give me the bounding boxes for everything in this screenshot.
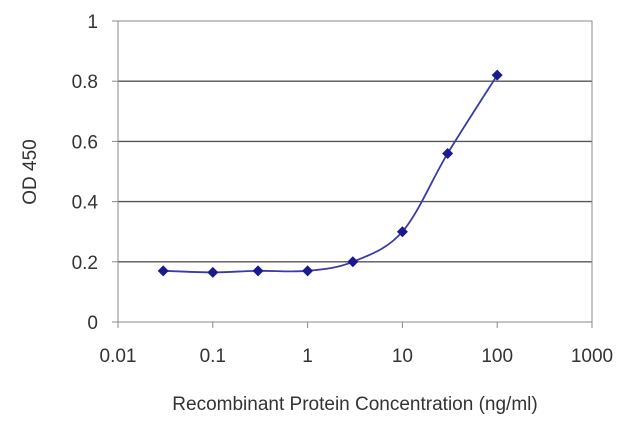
x-tick-label: 0.01 [100, 346, 137, 367]
plot-area-border [117, 20, 593, 323]
x-tick-label: 10 [392, 346, 413, 367]
x-tick-label: 0.1 [200, 346, 226, 367]
data-point [207, 266, 219, 278]
data-point [347, 256, 359, 268]
data-point [252, 265, 264, 277]
x-axis-title: Recombinant Protein Concentration (ng/ml… [172, 394, 537, 415]
data-point [491, 69, 503, 81]
y-tick-label: 0 [87, 313, 98, 334]
data-point [157, 265, 169, 277]
y-tick-label: 0.4 [72, 193, 99, 214]
y-tick-label: 0.8 [72, 72, 98, 93]
x-tick-label: 1 [302, 346, 313, 367]
grid-lines [118, 80, 592, 263]
data-point [442, 147, 454, 159]
data-points [157, 69, 503, 278]
y-tick-label: 0.2 [72, 253, 98, 274]
series-line [163, 74, 498, 274]
data-point [396, 226, 408, 238]
axis-ticks [112, 20, 593, 328]
y-tick-label: 1 [87, 12, 98, 33]
data-point [302, 265, 314, 277]
y-tick-labels: 0 0.2 0.4 0.6 0.8 1 [72, 12, 99, 334]
y-axis-title: OD 450 [20, 139, 41, 204]
x-tick-label: 1000 [571, 346, 613, 367]
x-tick-label: 100 [481, 346, 513, 367]
y-tick-label: 0.6 [72, 132, 98, 153]
x-tick-labels: 0.01 0.1 1 10 100 1000 [100, 346, 614, 367]
